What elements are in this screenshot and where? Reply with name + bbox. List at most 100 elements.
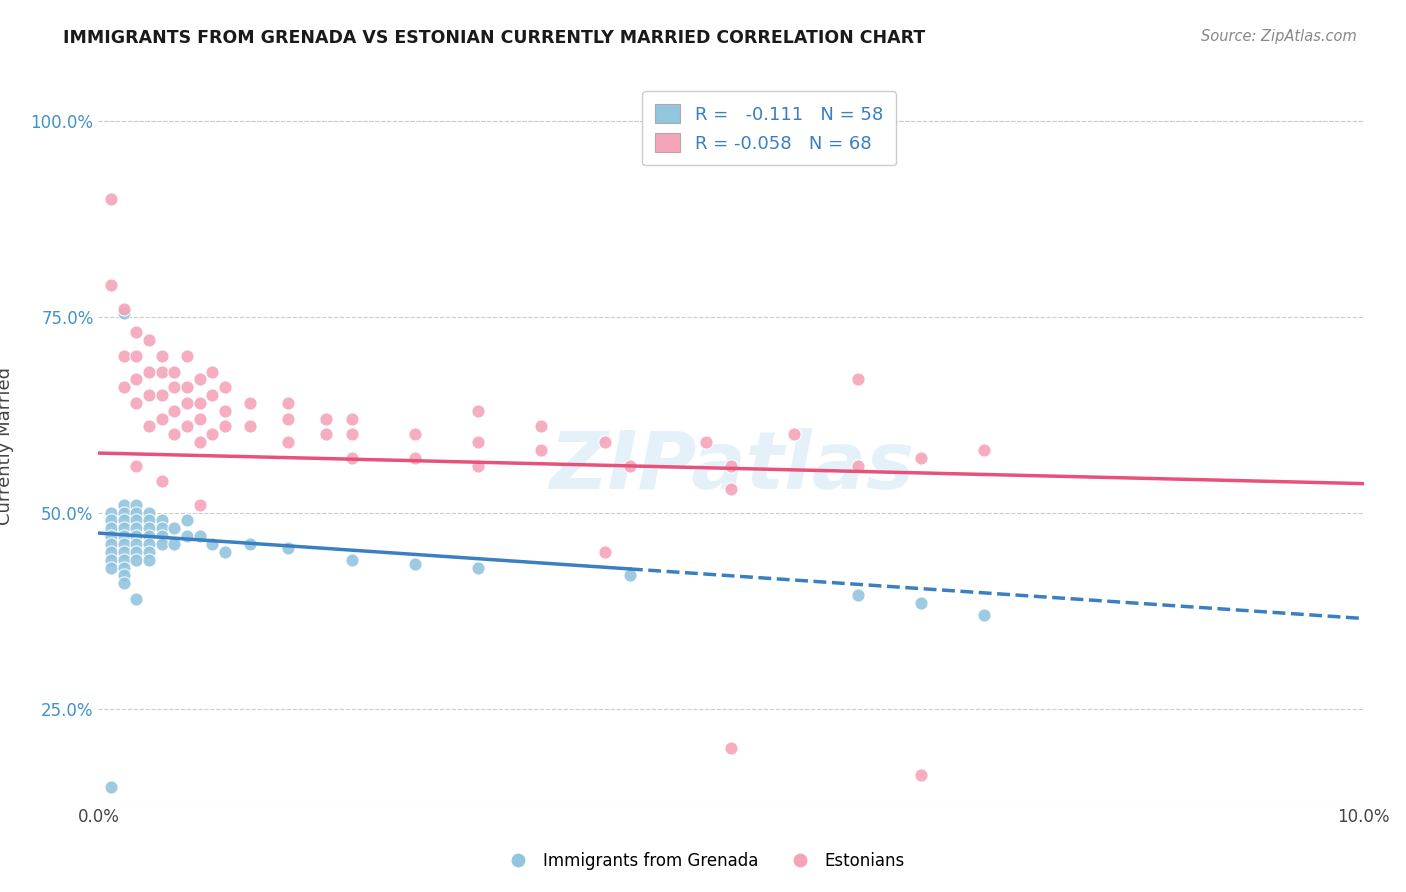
- Point: [125, 591, 148, 606]
- Point: [125, 326, 148, 340]
- Y-axis label: Currently Married: Currently Married: [0, 367, 14, 525]
- Point: [138, 333, 160, 347]
- Point: [910, 450, 932, 465]
- Point: [138, 506, 160, 520]
- Point: [176, 380, 198, 394]
- Point: [100, 537, 122, 551]
- Point: [239, 537, 262, 551]
- Point: [112, 568, 135, 582]
- Point: [973, 607, 995, 622]
- Point: [720, 458, 742, 473]
- Point: [239, 419, 262, 434]
- Point: [619, 568, 641, 582]
- Point: [201, 537, 224, 551]
- Point: [112, 552, 135, 566]
- Text: Source: ZipAtlas.com: Source: ZipAtlas.com: [1201, 29, 1357, 45]
- Point: [163, 364, 186, 378]
- Point: [340, 427, 363, 442]
- Point: [176, 514, 198, 528]
- Point: [150, 388, 173, 402]
- Point: [150, 529, 173, 543]
- Point: [910, 768, 932, 782]
- Point: [112, 537, 135, 551]
- Legend: Immigrants from Grenada, Estonians: Immigrants from Grenada, Estonians: [495, 846, 911, 877]
- Point: [138, 514, 160, 528]
- Point: [112, 506, 135, 520]
- Point: [125, 396, 148, 410]
- Point: [910, 596, 932, 610]
- Point: [201, 427, 224, 442]
- Point: [125, 545, 148, 559]
- Point: [150, 514, 173, 528]
- Point: [176, 349, 198, 363]
- Point: [214, 380, 236, 394]
- Point: [125, 349, 148, 363]
- Point: [315, 427, 337, 442]
- Point: [277, 411, 299, 425]
- Point: [277, 396, 299, 410]
- Point: [846, 372, 869, 386]
- Point: [138, 552, 160, 566]
- Point: [150, 364, 173, 378]
- Point: [112, 529, 135, 543]
- Point: [530, 442, 553, 457]
- Point: [214, 403, 236, 417]
- Point: [530, 419, 553, 434]
- Point: [188, 435, 211, 450]
- Point: [214, 419, 236, 434]
- Point: [846, 458, 869, 473]
- Point: [125, 537, 148, 551]
- Point: [593, 435, 616, 450]
- Point: [112, 514, 135, 528]
- Point: [277, 541, 299, 555]
- Point: [467, 458, 489, 473]
- Point: [467, 403, 489, 417]
- Point: [112, 306, 135, 320]
- Point: [467, 435, 489, 450]
- Point: [188, 498, 211, 512]
- Point: [138, 537, 160, 551]
- Point: [783, 427, 806, 442]
- Point: [112, 301, 135, 316]
- Point: [163, 380, 186, 394]
- Point: [138, 388, 160, 402]
- Point: [150, 475, 173, 489]
- Point: [125, 514, 148, 528]
- Point: [188, 396, 211, 410]
- Point: [138, 419, 160, 434]
- Text: ZIPatlas: ZIPatlas: [548, 428, 914, 507]
- Point: [112, 521, 135, 535]
- Point: [112, 498, 135, 512]
- Legend: R =   -0.111   N = 58, R = -0.058   N = 68: R = -0.111 N = 58, R = -0.058 N = 68: [643, 91, 896, 165]
- Point: [188, 411, 211, 425]
- Point: [720, 740, 742, 755]
- Point: [150, 521, 173, 535]
- Point: [150, 349, 173, 363]
- Point: [100, 545, 122, 559]
- Point: [201, 388, 224, 402]
- Point: [100, 552, 122, 566]
- Point: [112, 560, 135, 574]
- Point: [125, 506, 148, 520]
- Point: [846, 588, 869, 602]
- Point: [163, 427, 186, 442]
- Point: [138, 545, 160, 559]
- Point: [277, 435, 299, 450]
- Point: [138, 364, 160, 378]
- Point: [100, 780, 122, 794]
- Point: [100, 514, 122, 528]
- Point: [112, 545, 135, 559]
- Point: [695, 435, 717, 450]
- Point: [125, 521, 148, 535]
- Point: [138, 529, 160, 543]
- Point: [720, 482, 742, 496]
- Point: [973, 442, 995, 457]
- Point: [100, 278, 122, 293]
- Point: [125, 458, 148, 473]
- Point: [138, 521, 160, 535]
- Point: [112, 349, 135, 363]
- Point: [188, 372, 211, 386]
- Point: [112, 576, 135, 591]
- Point: [100, 560, 122, 574]
- Point: [100, 192, 122, 206]
